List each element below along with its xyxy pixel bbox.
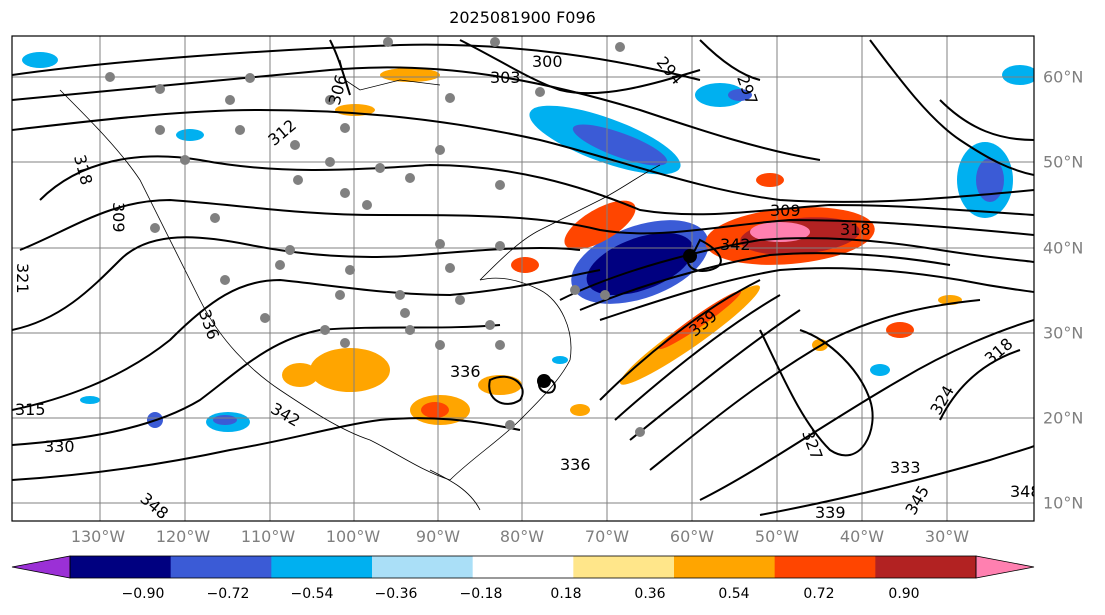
map-frame: [11, 35, 1035, 522]
lat-label: 60°N: [1043, 67, 1084, 87]
svg-text:342: 342: [268, 399, 304, 431]
graticule: [12, 36, 1034, 521]
lat-label: 30°N: [1043, 323, 1084, 343]
lon-label: 130°W: [70, 527, 126, 546]
svg-text:318: 318: [981, 334, 1017, 368]
svg-text:315: 315: [15, 400, 46, 419]
svg-text:306: 306: [325, 73, 351, 107]
colorbar-tick-label: 0.72: [803, 586, 835, 602]
svg-text:321: 321: [13, 263, 32, 294]
svg-text:339: 339: [815, 503, 846, 522]
lon-label: 40°W: [839, 527, 885, 546]
colorbar-tick-label: −0.36: [374, 586, 418, 602]
lon-label: 60°W: [669, 527, 715, 546]
contour-labels: 303 300 294 297 312 306 315 318 309 309 …: [13, 52, 1041, 523]
lat-label: 20°N: [1043, 408, 1084, 428]
colorbar-tick-label: 0.54: [718, 586, 750, 602]
svg-text:318: 318: [840, 220, 871, 239]
lon-label: 120°W: [155, 527, 211, 546]
map-title: 2025081900 F096: [449, 8, 596, 27]
lon-label: 30°W: [924, 527, 970, 546]
colorbar-tick-label: −0.18: [459, 586, 503, 602]
svg-text:342: 342: [720, 235, 751, 254]
svg-text:327: 327: [798, 427, 826, 462]
svg-text:348: 348: [1010, 482, 1041, 501]
lat-label: 50°N: [1043, 152, 1084, 172]
colorbar-tick-label: −0.72: [206, 586, 250, 602]
station-dots: [105, 37, 645, 437]
svg-text:336: 336: [560, 455, 591, 474]
storm-center-marker: [537, 374, 551, 388]
colorbar-tick-label: 0.36: [634, 586, 666, 602]
lon-label: 70°W: [584, 527, 630, 546]
colorbar-tick-label: 0.18: [550, 586, 582, 602]
svg-text:336: 336: [450, 362, 481, 381]
svg-text:336: 336: [195, 307, 223, 342]
svg-text:300: 300: [532, 52, 563, 71]
low-center-marker: [683, 249, 697, 263]
contour-layer: [12, 39, 1034, 516]
colorbar-tick-label: −0.90: [121, 586, 165, 602]
lat-label: 40°N: [1043, 238, 1084, 258]
lon-label: 90°W: [415, 527, 461, 546]
lon-label: 80°W: [499, 527, 545, 546]
svg-text:309: 309: [770, 201, 801, 220]
svg-text:309: 309: [109, 202, 128, 233]
svg-text:345: 345: [901, 482, 933, 518]
svg-text:330: 330: [44, 437, 75, 456]
lon-label: 50°W: [754, 527, 800, 546]
shading-layer: [22, 52, 1034, 432]
colorbar-tick-label: −0.54: [290, 586, 334, 602]
lon-label: 100°W: [325, 527, 381, 546]
coastline-layer: [59, 59, 661, 511]
lat-label: 10°N: [1043, 493, 1084, 513]
svg-text:348: 348: [137, 489, 173, 523]
svg-text:333: 333: [890, 458, 921, 477]
svg-text:318: 318: [70, 153, 96, 187]
colorbar-tick-label: 0.90: [888, 586, 920, 602]
svg-text:324: 324: [926, 382, 958, 418]
lon-label: 110°W: [240, 527, 296, 546]
svg-text:303: 303: [490, 68, 521, 87]
